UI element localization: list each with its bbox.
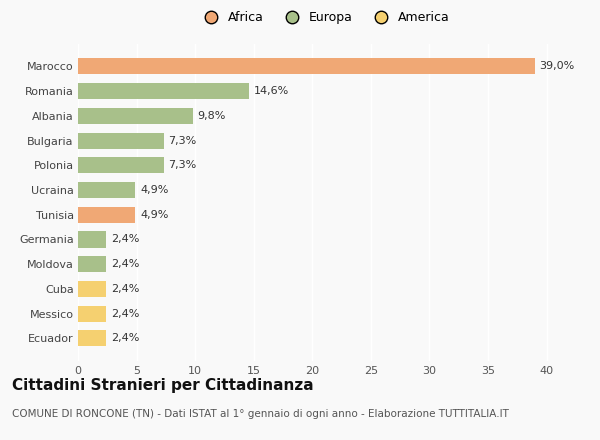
Text: 14,6%: 14,6%	[254, 86, 289, 96]
Text: 2,4%: 2,4%	[111, 334, 139, 343]
Text: 7,3%: 7,3%	[168, 160, 196, 170]
Bar	[78, 59, 535, 74]
Legend: Africa, Europa, America: Africa, Europa, America	[193, 6, 455, 29]
Bar	[78, 231, 106, 248]
Text: 2,4%: 2,4%	[111, 284, 139, 294]
Text: 2,4%: 2,4%	[111, 308, 139, 319]
Bar	[78, 83, 249, 99]
Text: 4,9%: 4,9%	[140, 210, 169, 220]
Bar	[78, 132, 164, 149]
Bar	[78, 256, 106, 272]
Bar	[78, 182, 136, 198]
Bar	[78, 207, 136, 223]
Text: 9,8%: 9,8%	[197, 111, 226, 121]
Text: 39,0%: 39,0%	[539, 62, 575, 71]
Text: 7,3%: 7,3%	[168, 136, 196, 146]
Text: 2,4%: 2,4%	[111, 235, 139, 245]
Bar	[78, 281, 106, 297]
Text: 4,9%: 4,9%	[140, 185, 169, 195]
Text: 2,4%: 2,4%	[111, 259, 139, 269]
Bar	[78, 306, 106, 322]
Text: COMUNE DI RONCONE (TN) - Dati ISTAT al 1° gennaio di ogni anno - Elaborazione TU: COMUNE DI RONCONE (TN) - Dati ISTAT al 1…	[12, 409, 509, 419]
Bar	[78, 108, 193, 124]
Bar	[78, 330, 106, 346]
Bar	[78, 157, 164, 173]
Text: Cittadini Stranieri per Cittadinanza: Cittadini Stranieri per Cittadinanza	[12, 378, 314, 393]
